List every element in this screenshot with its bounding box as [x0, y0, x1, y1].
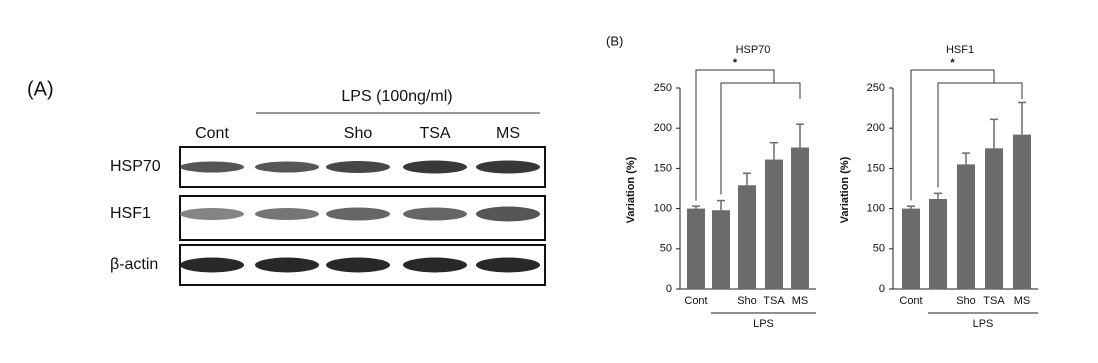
band [326, 207, 390, 221]
y-axis-label: Variation (%) [625, 156, 637, 223]
band [180, 257, 244, 273]
x-tick-label: TSA [763, 295, 785, 307]
bar [1013, 134, 1031, 289]
treatment-label: LPS (100ng/ml) [341, 88, 452, 105]
bracket [720, 82, 801, 195]
panel-a: (A) LPS (100ng/ml) [27, 78, 546, 286]
lane-label: TSA [419, 125, 450, 142]
x-tick-label: Cont [684, 295, 707, 307]
bar [929, 198, 947, 289]
band [255, 161, 319, 173]
panel-label: (A) [27, 78, 54, 100]
band [403, 257, 467, 273]
bracket [695, 69, 775, 201]
panel-label: (B) [606, 33, 623, 48]
row-label: β-actin [110, 256, 158, 273]
bar [712, 210, 730, 289]
bar [765, 159, 783, 289]
band [476, 257, 540, 273]
significance-label: * [733, 57, 738, 69]
row-label: HSF1 [110, 205, 151, 222]
y-tick-label: 250 [867, 82, 885, 94]
band [476, 206, 540, 222]
lane-label: MS [496, 125, 520, 142]
x-tick-label: Sho [956, 295, 976, 307]
y-tick-label: 50 [873, 243, 885, 255]
y-tick-label: 200 [867, 122, 885, 134]
lane-label: Sho [344, 125, 373, 142]
y-axis-label: Variation (%) [839, 156, 851, 223]
y-tick-label: 0 [666, 283, 672, 295]
significance-label: * [950, 57, 955, 69]
band [326, 161, 390, 173]
band [180, 161, 244, 173]
band [476, 160, 540, 174]
bar [902, 208, 920, 289]
band [180, 208, 244, 220]
x-tick-label: Sho [737, 295, 757, 307]
y-tick-label: 150 [867, 162, 885, 174]
band [403, 160, 467, 174]
bar [791, 147, 809, 289]
chart-title: HSF1 [946, 44, 974, 56]
bracket [910, 69, 995, 201]
band [255, 208, 319, 220]
lane-label: Cont [195, 125, 229, 142]
y-tick-label: 250 [654, 82, 672, 94]
row-label: HSP70 [110, 158, 161, 175]
y-tick-label: 0 [879, 283, 885, 295]
y-tick-label: 100 [654, 203, 672, 215]
bar [957, 164, 975, 289]
bracket [937, 82, 1023, 188]
bar [985, 148, 1003, 289]
y-tick-label: 100 [867, 203, 885, 215]
chart-title: HSP70 [736, 44, 771, 56]
y-tick-label: 200 [654, 122, 672, 134]
x-tick-label: MS [1014, 295, 1031, 307]
bar [687, 208, 705, 289]
x-tick-label: Cont [899, 295, 922, 307]
band [255, 257, 319, 273]
bar [738, 185, 756, 289]
band [403, 207, 467, 221]
x-tick-label: MS [792, 295, 809, 307]
group-label: LPS [753, 318, 774, 330]
band [326, 257, 390, 273]
y-tick-label: 50 [660, 243, 672, 255]
group-label: LPS [973, 318, 994, 330]
x-tick-label: TSA [983, 295, 1005, 307]
y-tick-label: 150 [654, 162, 672, 174]
